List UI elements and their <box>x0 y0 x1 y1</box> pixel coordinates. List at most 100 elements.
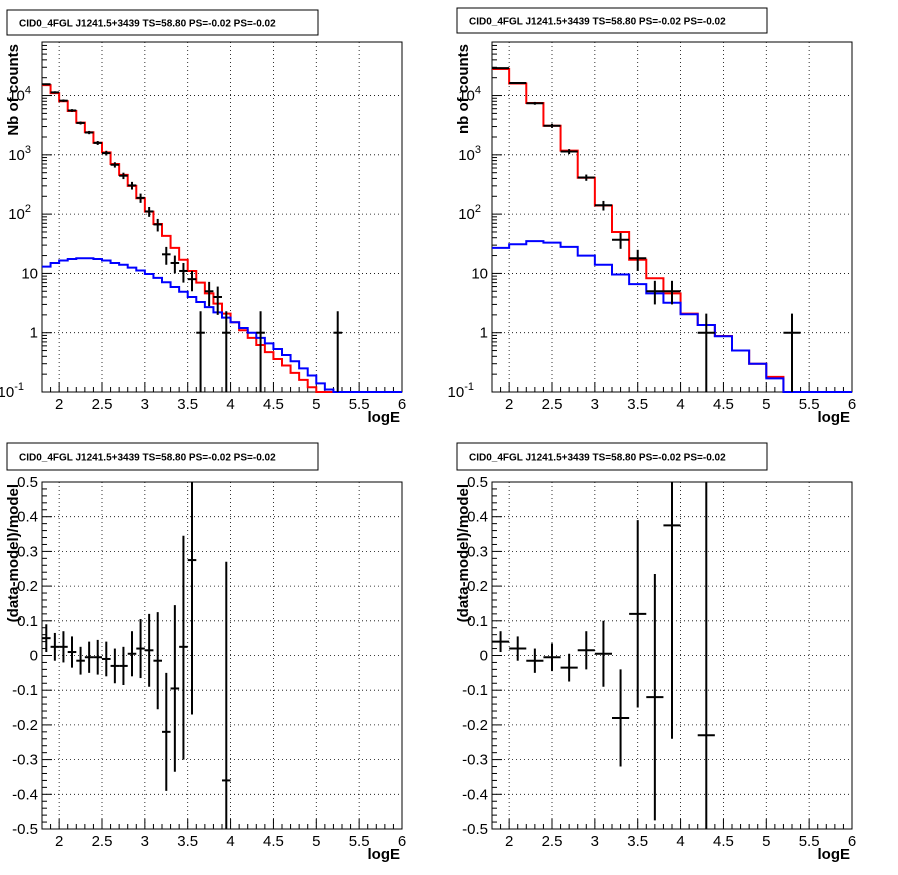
data-point <box>663 280 681 305</box>
x-tick-label: 5 <box>762 833 770 850</box>
data-point <box>526 648 544 673</box>
data-point <box>110 162 120 168</box>
y-tick-label: -0.5 <box>12 821 38 838</box>
x-tick-label: 2 <box>55 833 63 850</box>
data-point <box>102 150 111 156</box>
x-tick-label: 3 <box>591 396 599 413</box>
x-tick-label: 2.5 <box>92 833 113 850</box>
data-point <box>560 653 578 682</box>
data-point <box>187 270 197 292</box>
data-point <box>76 121 85 125</box>
y-tick-label: 104 <box>8 85 31 105</box>
data-point <box>577 174 595 181</box>
data-point <box>50 91 60 94</box>
x-tick-label: 4.5 <box>263 396 284 413</box>
data-point <box>222 561 231 829</box>
y-axis-title: Nb of counts <box>5 44 22 136</box>
title-box <box>456 7 768 34</box>
y-tick-label: -0.1 <box>12 682 38 699</box>
data-point <box>110 648 120 684</box>
data-point <box>594 200 612 211</box>
x-tick-label: 3 <box>141 396 149 413</box>
y-tick-label: -0.5 <box>462 821 488 838</box>
x-tick-label: 2 <box>505 396 513 413</box>
y-tick-label: 0.5 <box>467 474 488 491</box>
data-point <box>179 262 188 283</box>
x-axis-title: logE <box>368 409 401 426</box>
chart-panel-top-right: CID0_4FGL J1241.5+3439 TS=58.80 PS=-0.02… <box>448 7 856 426</box>
grid <box>42 482 402 829</box>
y-tick-label: 102 <box>8 203 31 223</box>
data-point <box>144 613 154 687</box>
y-tick-label: 0.4 <box>17 509 38 526</box>
data-point <box>153 218 162 232</box>
data-point <box>697 482 715 829</box>
y-tick-label: 10 <box>21 265 38 282</box>
x-tick-label: 4 <box>676 396 684 413</box>
data-point <box>67 109 77 112</box>
x-tick-label: 5.5 <box>349 396 370 413</box>
x-tick-label: 5.5 <box>799 833 820 850</box>
y-axis-title: nb of counts <box>455 44 472 134</box>
data-point <box>179 535 188 760</box>
data-point <box>42 624 51 653</box>
y-tick-label: -0.4 <box>12 786 38 803</box>
x-tick-label: 2.5 <box>542 833 563 850</box>
data-point <box>629 249 647 271</box>
x-tick-label: 5 <box>312 396 320 413</box>
data-point <box>170 255 180 274</box>
data-point <box>187 482 197 715</box>
data-point <box>509 81 527 84</box>
x-tick-label: 5.5 <box>799 396 820 413</box>
chart-panel-top-left: CID0_4FGL J1241.5+3439 TS=58.80 PS=-0.02… <box>0 9 406 426</box>
x-tick-label: 3.5 <box>627 833 648 850</box>
x-tick-label: 3.5 <box>177 833 198 850</box>
data-point <box>170 605 180 772</box>
title-box <box>456 442 768 471</box>
x-tick-label: 3 <box>141 833 149 850</box>
y-tick-label: 10 <box>471 265 488 282</box>
x-tick-label: 4.5 <box>713 396 734 413</box>
x-tick-label: 4.5 <box>263 833 284 850</box>
chart-title: CID0_4FGL J1241.5+3439 TS=58.80 PS=-0.02… <box>19 19 276 30</box>
x-tick-label: 6 <box>398 833 406 850</box>
data-point <box>84 641 94 673</box>
y-tick-label: 103 <box>458 144 481 164</box>
y-tick-label: -0.4 <box>462 786 488 803</box>
x-axis-title: logE <box>818 409 851 426</box>
data-point <box>612 669 630 767</box>
x-tick-label: 4 <box>676 833 684 850</box>
data-point <box>93 639 102 675</box>
data-point <box>153 612 162 710</box>
x-tick-label: 2.5 <box>92 396 113 413</box>
data-point <box>492 631 510 653</box>
x-tick-label: 4 <box>226 396 234 413</box>
data-point <box>144 206 154 217</box>
y-tick-label: 103 <box>8 144 31 164</box>
plot-frame <box>41 41 403 393</box>
y-tick-label: 10-1 <box>0 381 24 401</box>
x-tick-label: 3.5 <box>177 396 198 413</box>
data-point <box>663 482 681 739</box>
data-point <box>76 646 85 675</box>
x-tick-label: 4 <box>226 833 234 850</box>
grid <box>492 42 852 392</box>
data-point <box>783 313 801 392</box>
data-point <box>50 632 60 661</box>
y-tick-label: 102 <box>458 203 481 223</box>
chart-title: CID0_4FGL J1241.5+3439 TS=58.80 PS=-0.02… <box>469 17 726 28</box>
x-tick-label: 6 <box>848 833 856 850</box>
chart-panel-bottom-left: CID0_4FGL J1241.5+3439 TS=58.80 PS=-0.02… <box>5 442 406 863</box>
y-tick-label: 10-1 <box>448 381 474 401</box>
data-point <box>509 636 527 661</box>
data-point <box>127 631 137 677</box>
grid <box>42 42 402 392</box>
data-point <box>612 233 630 249</box>
data-point <box>204 281 214 307</box>
y-tick-label: 0.3 <box>17 543 38 560</box>
y-tick-label: -0.3 <box>12 752 38 769</box>
x-tick-label: 4.5 <box>713 833 734 850</box>
data-point <box>577 631 595 670</box>
x-tick-label: 5 <box>312 833 320 850</box>
